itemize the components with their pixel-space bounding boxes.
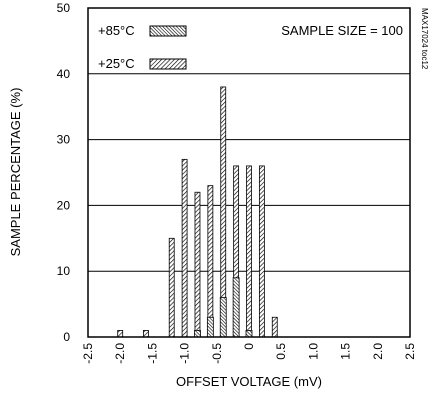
y-tick-label-0: 0 — [63, 330, 70, 344]
y-tick-labels: 0 10 20 30 40 50 — [57, 1, 71, 344]
x-tick-label-7: 1.0 — [306, 343, 320, 360]
x-tick-label-10: 2.5 — [403, 343, 417, 360]
bar-85c-2 — [219, 297, 227, 338]
legend-label-85c: +85°C — [98, 23, 135, 38]
legend-label-25c: +25°C — [98, 56, 135, 71]
bar-85c-4 — [245, 330, 253, 338]
bar-25c-3 — [181, 158, 188, 338]
x-tick-labels: -2.5 -2.0 -1.5 -1.0 -0.5 0 0.5 1.0 1.5 2.0 2.5 — [81, 343, 417, 364]
y-tick-label-4: 40 — [57, 67, 71, 81]
legend-swatch-25c — [149, 58, 187, 70]
y-axis-title: SAMPLE PERCENTAGE (%) — [8, 88, 23, 257]
bar-25c-8 — [246, 165, 252, 338]
x-tick-label-0: -2.5 — [81, 343, 95, 364]
y-tick-label-1: 10 — [57, 264, 71, 278]
y-tick-label-3: 30 — [57, 133, 71, 147]
x-axis-title: OFFSET VOLTAGE (mV) — [176, 374, 322, 389]
bar-25c-9 — [258, 165, 265, 338]
bar-25c-10 — [271, 316, 278, 338]
plot-frame — [87, 7, 411, 338]
bar-85c-0 — [194, 330, 201, 338]
bars — [117, 86, 278, 338]
x-tick-label-1: -2.0 — [113, 343, 127, 364]
bar-85c-1 — [206, 316, 214, 338]
bar-25c-1 — [143, 330, 149, 338]
bar-25c-5 — [207, 185, 214, 338]
legend: +85°C +25°C — [98, 23, 187, 71]
y-tick-label-5: 50 — [57, 1, 71, 15]
x-tick-label-3: -1.0 — [178, 343, 192, 364]
x-tick-label-6: 0.5 — [274, 343, 288, 360]
bar-25c-4 — [194, 191, 201, 338]
x-tick-label-5: 0 — [242, 343, 256, 350]
legend-swatch-85c — [149, 25, 187, 37]
x-tick-label-9: 2.0 — [371, 343, 385, 360]
x-tick-label-2: -1.5 — [145, 343, 159, 364]
bar-85c-3 — [232, 277, 240, 338]
x-tick-label-4: -0.5 — [210, 343, 224, 364]
sample-size-annotation: SAMPLE SIZE = 100 — [281, 23, 403, 38]
bar-25c-2 — [168, 237, 175, 338]
x-tick-label-8: 1.5 — [339, 343, 353, 360]
bar-25c-0 — [117, 330, 124, 338]
y-tick-label-2: 20 — [57, 198, 71, 212]
figure-id-label: MAX17024 toc12 — [420, 8, 429, 70]
